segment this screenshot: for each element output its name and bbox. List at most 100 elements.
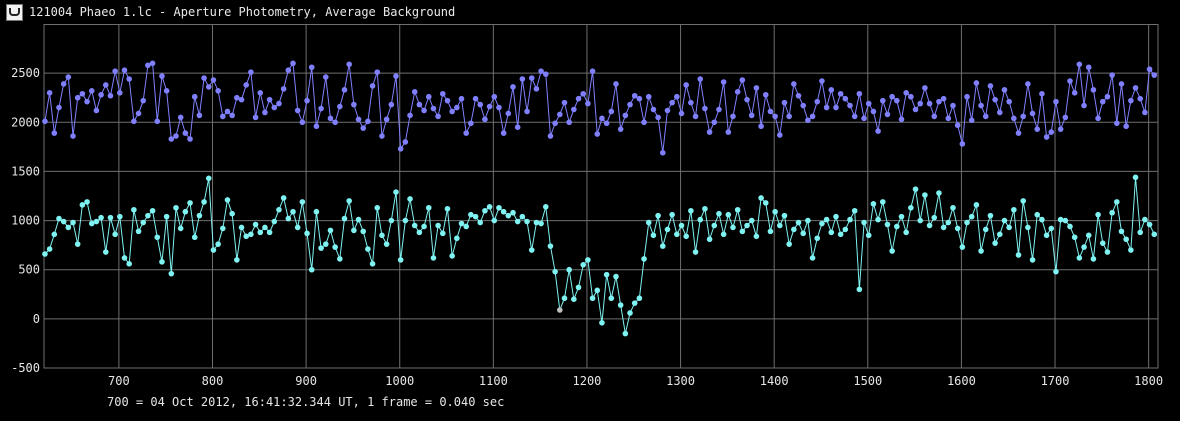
- lower-series-point: [454, 235, 460, 242]
- x-tick-label: 700: [108, 374, 130, 388]
- upper-series-point: [950, 102, 956, 109]
- upper-series-point: [351, 101, 357, 108]
- lower-series-point: [229, 210, 235, 217]
- upper-series-point: [70, 133, 76, 139]
- lower-series-point: [243, 233, 250, 240]
- upper-series-point: [805, 117, 811, 124]
- lower-series-point: [65, 224, 72, 231]
- upper-series-point: [908, 93, 914, 100]
- lower-series-point: [145, 212, 151, 219]
- lower-series-point: [894, 223, 900, 230]
- lower-series-point: [1029, 257, 1036, 263]
- lower-series-point: [945, 219, 952, 226]
- x-tick-label: 1000: [385, 374, 414, 388]
- y-tick-label: 500: [18, 263, 40, 277]
- lower-series-point: [505, 212, 512, 219]
- lower-series-point: [542, 204, 549, 210]
- upper-series-point: [627, 101, 633, 108]
- upper-series-point: [996, 109, 1003, 116]
- upper-series-point: [435, 113, 441, 120]
- upper-series-point: [1067, 78, 1073, 84]
- lower-series-point: [458, 220, 465, 227]
- lower-series-point: [1039, 216, 1045, 223]
- lower-series-point: [856, 286, 863, 293]
- lower-series-point: [800, 230, 807, 237]
- upper-series-point: [332, 119, 338, 126]
- lower-series-point: [308, 266, 315, 273]
- lower-series-point: [463, 223, 470, 230]
- upper-series-point: [294, 107, 301, 114]
- upper-series-point: [477, 101, 484, 108]
- upper-series-point: [196, 112, 203, 119]
- lower-series-point: [332, 244, 338, 250]
- lower-series-point: [978, 248, 984, 254]
- lower-series-point: [837, 231, 844, 238]
- upper-series-point: [945, 115, 952, 122]
- upper-series-point: [229, 112, 235, 119]
- upper-series-point: [234, 94, 240, 101]
- upper-series-point: [1118, 81, 1125, 87]
- lower-series-point: [674, 231, 680, 238]
- upper-series-point: [346, 61, 352, 68]
- lower-series-point: [1053, 268, 1059, 275]
- lower-series-point: [594, 287, 601, 294]
- lower-series-point: [435, 222, 441, 229]
- lower-series-point: [285, 215, 292, 222]
- lower-series-point: [383, 241, 390, 247]
- upper-series-point: [444, 97, 451, 104]
- upper-series-point: [847, 102, 853, 109]
- lower-series-point: [622, 330, 629, 337]
- upper-series-point: [266, 96, 273, 103]
- upper-series-point: [496, 104, 502, 111]
- upper-series-point: [739, 77, 746, 83]
- upper-series-point: [1090, 87, 1097, 93]
- lower-series-point: [964, 219, 970, 226]
- upper-series-point: [758, 123, 764, 130]
- upper-series-point: [168, 136, 175, 142]
- upper-series-point: [458, 95, 465, 102]
- lower-series-point: [121, 255, 128, 261]
- lower-series-point: [711, 222, 718, 229]
- lower-series-point: [1128, 247, 1134, 253]
- x-tick-label: 1600: [947, 374, 976, 388]
- lower-series-point: [182, 208, 189, 215]
- lower-series-point: [828, 229, 835, 236]
- upper-series-point: [1142, 109, 1148, 116]
- upper-series-point: [1020, 113, 1026, 120]
- x-tick-label: 800: [202, 374, 224, 388]
- plot-frame: [43, 24, 1159, 369]
- upper-series-point: [912, 106, 919, 113]
- lower-series-point: [664, 226, 671, 233]
- upper-series-point: [98, 91, 104, 98]
- upper-series-point: [659, 149, 666, 156]
- upper-series-point: [917, 100, 924, 107]
- upper-series-point: [224, 108, 231, 115]
- lower-series-point: [982, 226, 989, 233]
- lower-series-point: [987, 212, 994, 219]
- lower-series-point: [439, 230, 446, 237]
- upper-series-point: [617, 126, 624, 132]
- y-tick-label: -500: [11, 361, 40, 375]
- lower-series-point: [187, 200, 193, 206]
- upper-series-point: [102, 82, 109, 88]
- upper-series-point: [318, 105, 324, 112]
- lower-series-point: [234, 257, 240, 263]
- lower-series-point: [697, 216, 704, 223]
- lower-series-point: [1090, 256, 1097, 262]
- upper-series-point: [575, 95, 582, 102]
- lower-series-point: [140, 219, 147, 226]
- upper-series-point: [159, 73, 165, 79]
- lower-series-point: [650, 232, 657, 239]
- upper-series-point: [514, 124, 521, 130]
- lower-series-point: [271, 218, 278, 225]
- lower-series-point: [365, 246, 371, 252]
- lower-series-point: [355, 216, 362, 223]
- chart-plot: 700 800 900 1000 1100 1200 1300 1400 1500 1600 170…: [0, 24, 1180, 391]
- lower-series-point: [88, 220, 95, 227]
- lower-series-point: [954, 225, 961, 232]
- upper-series-point: [341, 87, 348, 93]
- lower-series-point: [388, 217, 395, 224]
- lower-series-point: [613, 273, 619, 280]
- lower-series-point: [533, 219, 540, 226]
- lower-series-point: [627, 310, 633, 316]
